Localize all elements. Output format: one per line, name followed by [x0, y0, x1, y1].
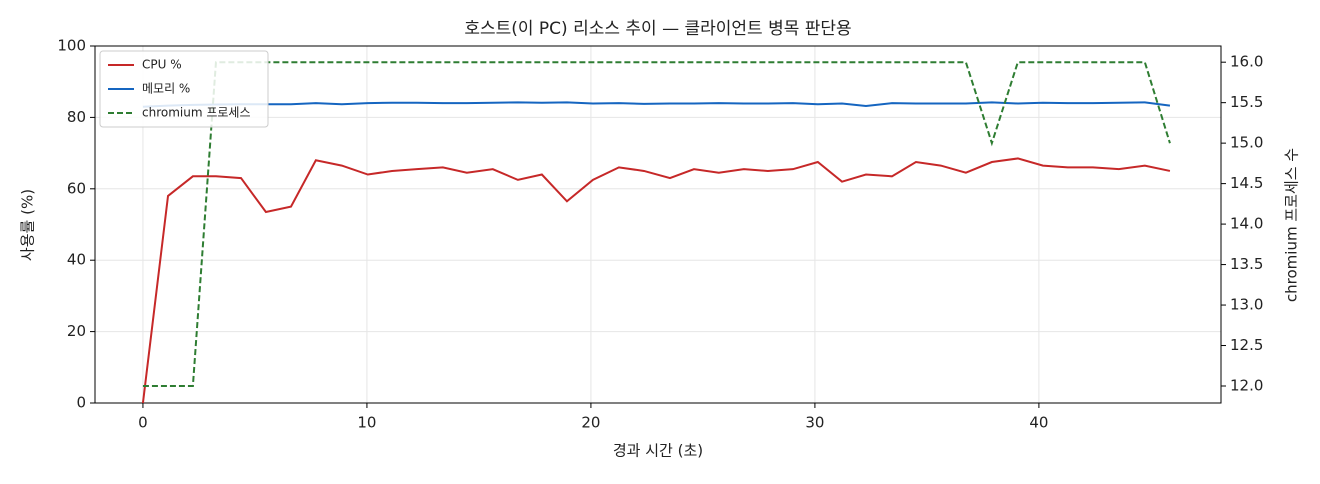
y-tick-label: 0 [76, 394, 86, 412]
y2-tick-label: 15.0 [1230, 134, 1263, 152]
y2-tick-label: 16.0 [1230, 53, 1263, 71]
y-tick-label: 100 [57, 37, 86, 55]
y2-tick-label: 14.0 [1230, 215, 1263, 233]
legend-label: chromium 프로세스 [142, 106, 251, 120]
x-tick-label: 0 [138, 414, 148, 432]
legend-label: 메모리 % [142, 82, 190, 96]
y2-axis-label: chromium 프로세스 수 [1283, 148, 1301, 302]
x-axis-label: 경과 시간 (초) [613, 442, 703, 460]
y-tick-label: 20 [67, 322, 86, 340]
data-line [141, 157, 1171, 404]
x-tick-label: 10 [357, 414, 376, 432]
y2-tick-label: 13.0 [1230, 296, 1263, 314]
data-line [142, 61, 1171, 387]
y2-tick-label: 12.5 [1230, 336, 1263, 354]
y-tick-label: 40 [67, 251, 86, 269]
chart-title: 호스트(이 PC) 리소스 추이 — 클라이언트 병목 판단용 [464, 19, 851, 39]
y-tick-label: 80 [67, 108, 86, 126]
x-tick-label: 40 [1029, 414, 1048, 432]
x-tick-label: 30 [805, 414, 824, 432]
y-axis-label: 사용률 (%) [19, 189, 37, 261]
legend-box [99, 50, 269, 128]
x-tick-label: 20 [581, 414, 600, 432]
y2-tick-label: 13.5 [1230, 255, 1263, 273]
data-line [142, 101, 1171, 108]
y2-tick-label: 12.0 [1230, 377, 1263, 395]
y2-tick-label: 15.5 [1230, 93, 1263, 111]
plot-frame [94, 45, 1222, 404]
y-tick-label: 60 [67, 179, 86, 197]
y2-tick-label: 14.5 [1230, 174, 1263, 192]
legend-label: CPU % [142, 58, 182, 72]
